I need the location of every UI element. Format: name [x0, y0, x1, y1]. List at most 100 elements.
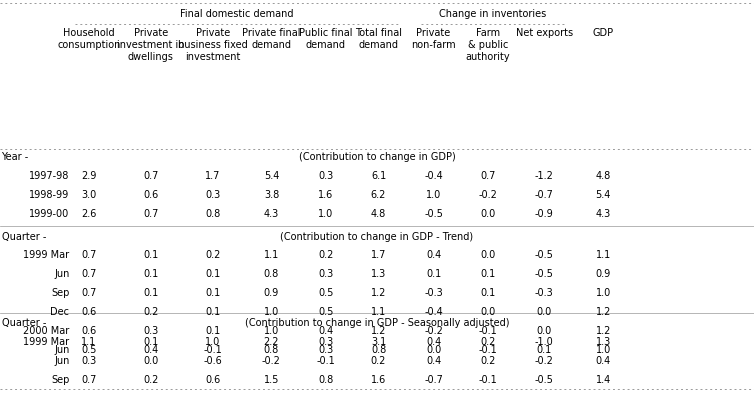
Text: 1.7: 1.7	[371, 250, 386, 261]
Text: 1.5: 1.5	[264, 375, 279, 385]
Text: 2.2: 2.2	[264, 337, 279, 347]
Text: 5.4: 5.4	[264, 171, 279, 181]
Text: 1.7: 1.7	[205, 171, 220, 181]
Text: 0.4: 0.4	[426, 250, 441, 261]
Text: 1.6: 1.6	[371, 375, 386, 385]
Text: 0.2: 0.2	[205, 250, 220, 261]
Text: 0.1: 0.1	[143, 269, 158, 279]
Text: 0.7: 0.7	[143, 171, 158, 181]
Text: Household
consumption: Household consumption	[57, 28, 121, 50]
Text: 0.1: 0.1	[426, 269, 441, 279]
Text: 0.3: 0.3	[143, 326, 158, 336]
Text: GDP: GDP	[593, 28, 614, 37]
Text: 0.8: 0.8	[264, 345, 279, 355]
Text: 0.3: 0.3	[81, 356, 97, 366]
Text: 0.2: 0.2	[371, 356, 386, 366]
Text: -1.0: -1.0	[535, 337, 553, 347]
Text: 0.6: 0.6	[143, 190, 158, 200]
Text: 2.6: 2.6	[81, 209, 97, 219]
Text: 0.7: 0.7	[480, 171, 495, 181]
Text: 1.2: 1.2	[371, 288, 386, 298]
Text: Quarter -: Quarter -	[2, 231, 46, 242]
Text: 1997-98: 1997-98	[29, 171, 69, 181]
Text: 0.7: 0.7	[143, 209, 158, 219]
Text: 0.0: 0.0	[426, 345, 441, 355]
Text: 0.4: 0.4	[318, 326, 333, 336]
Text: 0.3: 0.3	[205, 190, 220, 200]
Text: 0.3: 0.3	[318, 337, 333, 347]
Text: 0.2: 0.2	[143, 307, 158, 317]
Text: -0.2: -0.2	[478, 190, 498, 200]
Text: -0.5: -0.5	[424, 209, 443, 219]
Text: 0.7: 0.7	[81, 250, 97, 261]
Text: 1999 Mar: 1999 Mar	[23, 250, 69, 261]
Text: -0.4: -0.4	[425, 171, 443, 181]
Text: 0.8: 0.8	[264, 269, 279, 279]
Text: 6.2: 6.2	[371, 190, 386, 200]
Text: 1998-99: 1998-99	[29, 190, 69, 200]
Text: 3.8: 3.8	[264, 190, 279, 200]
Text: Jun: Jun	[54, 269, 69, 279]
Text: 0.1: 0.1	[205, 269, 220, 279]
Text: Dec: Dec	[51, 307, 69, 317]
Text: Sep: Sep	[51, 288, 69, 298]
Text: 1.3: 1.3	[596, 337, 611, 347]
Text: -0.2: -0.2	[535, 356, 554, 366]
Text: 1.2: 1.2	[371, 326, 386, 336]
Text: 0.0: 0.0	[143, 356, 158, 366]
Text: 0.6: 0.6	[81, 326, 97, 336]
Text: 1.0: 1.0	[426, 190, 441, 200]
Text: 1.6: 1.6	[318, 190, 333, 200]
Text: 4.8: 4.8	[596, 171, 611, 181]
Text: 0.8: 0.8	[205, 209, 220, 219]
Text: Farm
& public
authority: Farm & public authority	[465, 28, 510, 62]
Text: (Contribution to change in GDP - Seasonally adjusted): (Contribution to change in GDP - Seasona…	[245, 318, 509, 328]
Text: 1.0: 1.0	[596, 345, 611, 355]
Text: 1.2: 1.2	[596, 326, 611, 336]
Text: Change in inventories: Change in inventories	[440, 9, 547, 19]
Text: 1999 Mar: 1999 Mar	[23, 337, 69, 347]
Text: 1.1: 1.1	[81, 337, 97, 347]
Text: -0.6: -0.6	[204, 356, 222, 366]
Text: -0.1: -0.1	[479, 375, 497, 385]
Text: 4.3: 4.3	[596, 209, 611, 219]
Text: -0.1: -0.1	[479, 345, 497, 355]
Text: 1999-00: 1999-00	[29, 209, 69, 219]
Text: 1.2: 1.2	[596, 307, 611, 317]
Text: 0.6: 0.6	[205, 375, 220, 385]
Text: -0.9: -0.9	[535, 209, 553, 219]
Text: -0.4: -0.4	[425, 307, 443, 317]
Text: -0.1: -0.1	[479, 326, 497, 336]
Text: Jun: Jun	[54, 345, 69, 355]
Text: 0.1: 0.1	[143, 337, 158, 347]
Text: 0.1: 0.1	[537, 345, 552, 355]
Text: Public final
demand: Public final demand	[299, 28, 352, 50]
Text: 1.0: 1.0	[318, 209, 333, 219]
Text: 0.1: 0.1	[205, 288, 220, 298]
Text: 0.3: 0.3	[318, 345, 333, 355]
Text: 0.8: 0.8	[318, 375, 333, 385]
Text: 0.1: 0.1	[143, 288, 158, 298]
Text: 0.7: 0.7	[81, 269, 97, 279]
Text: -0.7: -0.7	[424, 375, 443, 385]
Text: -0.7: -0.7	[535, 190, 554, 200]
Text: -0.2: -0.2	[424, 326, 443, 336]
Text: 0.0: 0.0	[480, 250, 495, 261]
Text: 1.4: 1.4	[596, 375, 611, 385]
Text: 1.0: 1.0	[264, 307, 279, 317]
Text: 4.3: 4.3	[264, 209, 279, 219]
Text: -0.1: -0.1	[317, 356, 335, 366]
Text: 0.0: 0.0	[537, 307, 552, 317]
Text: 0.1: 0.1	[480, 269, 495, 279]
Text: -0.3: -0.3	[425, 288, 443, 298]
Text: 6.1: 6.1	[371, 171, 386, 181]
Text: 0.4: 0.4	[426, 337, 441, 347]
Text: 1.1: 1.1	[596, 250, 611, 261]
Text: 0.1: 0.1	[205, 326, 220, 336]
Text: -0.1: -0.1	[204, 345, 222, 355]
Text: Quarter -: Quarter -	[2, 318, 46, 328]
Text: 1.1: 1.1	[371, 307, 386, 317]
Text: 0.0: 0.0	[480, 209, 495, 219]
Text: Sep: Sep	[51, 375, 69, 385]
Text: 0.2: 0.2	[480, 337, 495, 347]
